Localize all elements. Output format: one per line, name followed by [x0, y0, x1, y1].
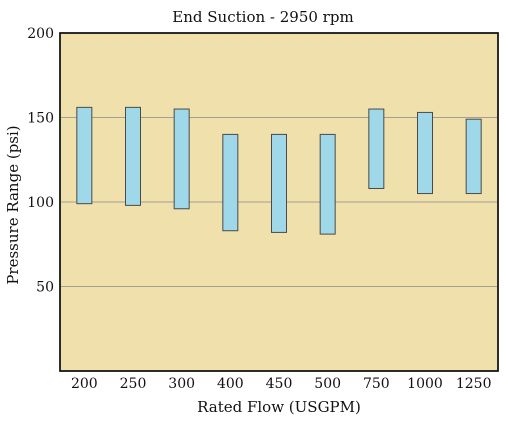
range-bar-1000: [417, 111, 433, 195]
chart-title: End Suction - 2950 rpm: [172, 8, 353, 26]
range-bar-450: [271, 133, 287, 233]
range-bar-250: [125, 106, 141, 206]
plot-frame: [59, 32, 499, 372]
x-tick-label: 1000: [407, 376, 443, 392]
x-tick-label: 450: [266, 376, 293, 392]
x-axis-ticks: 200 250 300 400 450 500 750 1000 1250: [71, 376, 492, 392]
x-tick-label: 500: [314, 376, 341, 392]
y-tick-label: 50: [36, 280, 54, 296]
range-bar-300: [173, 108, 190, 210]
bars: [76, 106, 482, 235]
y-tick-label: 200: [27, 26, 54, 42]
range-bar-750: [368, 108, 385, 189]
range-bar-1250: [465, 118, 482, 195]
x-tick-label: 750: [363, 376, 390, 392]
y-tick-label: 150: [27, 111, 54, 127]
y-axis-ticks: 50 100 150 200: [27, 26, 54, 296]
range-bar-400: [222, 133, 239, 232]
x-tick-label: 400: [217, 376, 244, 392]
x-axis-title: Rated Flow (USGPM): [197, 398, 361, 416]
x-tick-label: 250: [120, 376, 147, 392]
x-tick-label: 200: [71, 376, 98, 392]
range-bar-500: [319, 133, 336, 235]
range-bar-200: [76, 106, 93, 205]
x-tick-label: 300: [168, 376, 195, 392]
y-axis-title: Pressure Range (psi): [4, 125, 22, 284]
y-tick-label: 100: [27, 195, 54, 211]
x-tick-label: 1250: [456, 376, 492, 392]
